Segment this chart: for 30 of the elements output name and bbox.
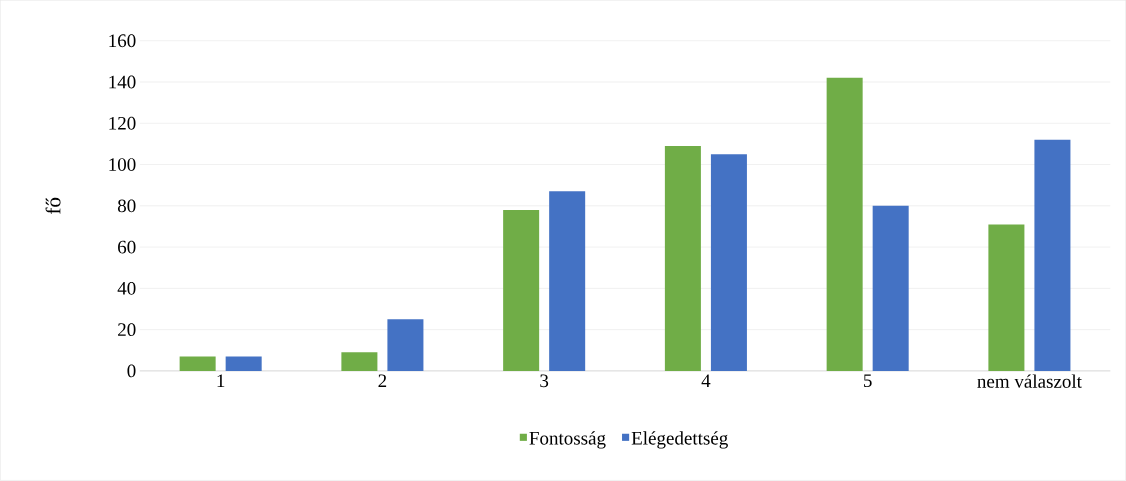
y-tick-label: 80 <box>117 199 136 213</box>
x-tick-label: nem válaszolt <box>977 374 1082 389</box>
bar <box>826 78 863 372</box>
bar <box>549 191 586 372</box>
x-tick-label: 4 <box>701 374 711 388</box>
bar <box>872 205 909 372</box>
bar <box>179 356 216 372</box>
x-tick-label: 5 <box>864 374 872 388</box>
bar <box>503 210 540 372</box>
legend-label: Fontosság <box>529 431 606 449</box>
bar <box>1034 139 1071 372</box>
y-tick-label: 40 <box>117 282 136 295</box>
y-tick-label: 0 <box>127 364 136 378</box>
bar <box>664 146 701 372</box>
y-tick-label: 20 <box>118 323 136 337</box>
bar <box>341 352 378 372</box>
y-tick-label: 60 <box>118 240 136 254</box>
bar <box>710 154 747 372</box>
bar <box>225 356 262 372</box>
y-tick-label: 140 <box>109 75 136 89</box>
x-tick-label: 3 <box>540 374 549 388</box>
y-axis-title: fő <box>45 198 61 215</box>
bar <box>387 319 424 372</box>
y-tick-label: 100 <box>109 158 136 172</box>
x-tick-label: 1 <box>217 374 225 388</box>
x-tick-label: 2 <box>378 374 387 388</box>
legend-label: Elégedettség <box>631 431 728 449</box>
y-tick-label: 120 <box>109 117 136 130</box>
y-tick-label: 160 <box>109 34 136 48</box>
bar <box>988 224 1025 372</box>
